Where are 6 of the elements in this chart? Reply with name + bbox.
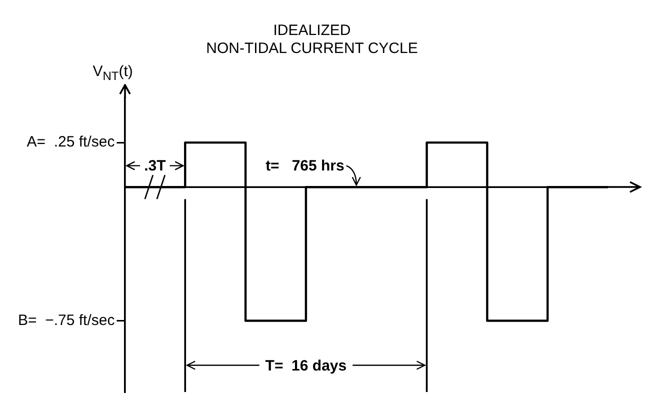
chart-title: IDEALIZED NON-TIDAL CURRENT CYCLE (206, 22, 418, 58)
annotation: T= 16 days (265, 357, 347, 374)
annotation: .3T (144, 158, 166, 175)
y-tick-label: B= −.75 ft/sec (18, 312, 116, 329)
y-tick-label: A= .25 ft/sec (26, 134, 116, 151)
annotation: t= 765 hrs (266, 158, 344, 175)
